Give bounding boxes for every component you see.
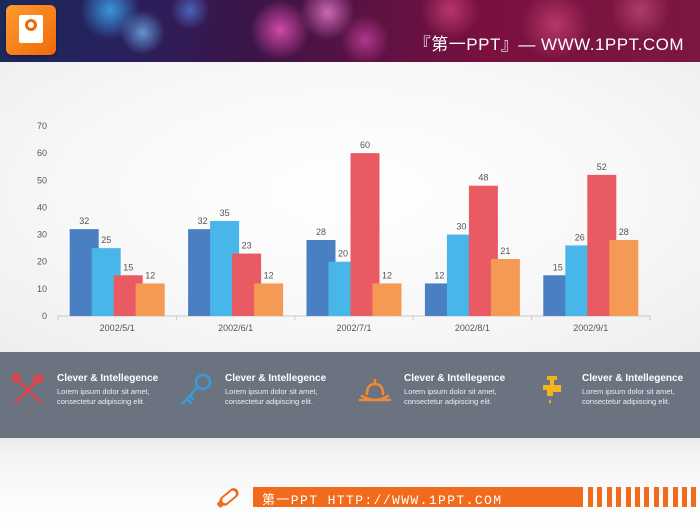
footer-stripe [691, 487, 697, 507]
feature-description: Lorem ipsum dolor sit amet, consectetur … [57, 387, 150, 406]
footer-stripe [597, 487, 603, 507]
y-tick-label: 30 [37, 230, 47, 240]
feature-description: Lorem ipsum dolor sit amet, consectetur … [404, 387, 497, 406]
footer-stripes [588, 487, 700, 507]
bar [372, 283, 402, 316]
y-tick-label: 20 [37, 257, 47, 267]
footer-stripe [635, 487, 640, 507]
x-tick-label: 2002/5/1 [100, 323, 135, 333]
y-tick-label: 0 [42, 311, 47, 321]
x-tick-label: 2002/8/1 [455, 323, 490, 333]
data-label: 25 [101, 235, 111, 245]
feature-title: Clever & Intellegence [582, 373, 684, 384]
bar [135, 283, 165, 316]
footer-stripe [672, 487, 678, 507]
feature-description: Lorem ipsum dolor sit amet, consectetur … [582, 387, 675, 406]
feature-item: Clever & Intellegence Lorem ipsum dolor … [0, 352, 175, 438]
y-tick-label: 40 [37, 202, 47, 212]
data-label: 12 [434, 270, 444, 280]
bar-chart: 0 10 20 30 40 50 60 70 32 25 15 12 2002/5/1 32 35 23 12 2… [37, 121, 651, 333]
x-tick-label: 2002/6/1 [218, 323, 253, 333]
feature-item: Clever & Intellegence Lorem ipsum dolor … [525, 352, 700, 438]
feature-item: Clever & Intellegence Lorem ipsum dolor … [168, 352, 343, 438]
key-icon [181, 373, 212, 405]
feature-item: Clever & Intellegence Lorem ipsum dolor … [347, 352, 522, 438]
y-tick-label: 70 [37, 121, 47, 131]
footer-stripe [663, 487, 669, 507]
tools-icon [11, 373, 44, 404]
feature-title: Clever & Intellegence [404, 373, 506, 384]
x-tick-label: 2002/9/1 [573, 323, 608, 333]
footer-stripe [682, 487, 687, 507]
data-label: 23 [242, 241, 252, 251]
service-bell-icon [358, 378, 392, 402]
bar [254, 283, 284, 316]
data-label: 20 [338, 249, 348, 259]
feature-band: Clever & Intellegence Lorem ipsum dolor … [0, 352, 700, 438]
footer-stripe [616, 487, 622, 507]
data-label: 32 [79, 216, 89, 226]
data-label: 26 [575, 232, 585, 242]
footer-stripe [653, 487, 659, 507]
bar [490, 259, 520, 316]
feature-title: Clever & Intellegence [57, 373, 159, 384]
data-label: 28 [619, 227, 629, 237]
data-label: 60 [360, 140, 370, 150]
data-label: 15 [123, 262, 133, 272]
y-tick-label: 60 [37, 148, 47, 158]
data-label: 15 [553, 262, 563, 272]
data-label: 28 [316, 227, 326, 237]
data-label: 12 [145, 270, 155, 280]
lower-background [0, 438, 700, 525]
footer-stripe [588, 487, 593, 507]
data-label: 21 [500, 246, 510, 256]
header-title: 『第一PPT』— WWW.1PPT.COM [413, 35, 684, 54]
x-tick-label: 2002/7/1 [336, 323, 371, 333]
feature-title: Clever & Intellegence [225, 373, 327, 384]
powerpoint-logo-icon [6, 5, 56, 55]
data-label: 35 [220, 208, 230, 218]
chart-area: 0 10 20 30 40 50 60 70 32 25 15 12 2002/5/1 32 35 23 12 2… [0, 62, 700, 352]
bar [609, 240, 639, 316]
y-tick-label: 50 [37, 175, 47, 185]
footer-stripe [625, 487, 631, 507]
faucet-icon [543, 376, 561, 404]
data-label: 32 [198, 216, 208, 226]
header-banner: 『第一PPT』— WWW.1PPT.COM [0, 0, 700, 62]
data-label: 12 [264, 270, 274, 280]
data-label: 12 [382, 270, 392, 280]
data-label: 48 [478, 173, 488, 183]
footer-stripe [606, 487, 612, 507]
pencil-icon [217, 488, 239, 508]
footer-text: 第一PPT HTTP://WWW.1PPT.COM [262, 493, 503, 508]
footer-bar [253, 487, 583, 507]
y-tick-label: 10 [37, 284, 47, 294]
feature-description: Lorem ipsum dolor sit amet, consectetur … [225, 387, 318, 406]
footer-stripe [644, 487, 650, 507]
data-label: 52 [597, 162, 607, 172]
data-label: 30 [456, 222, 466, 232]
